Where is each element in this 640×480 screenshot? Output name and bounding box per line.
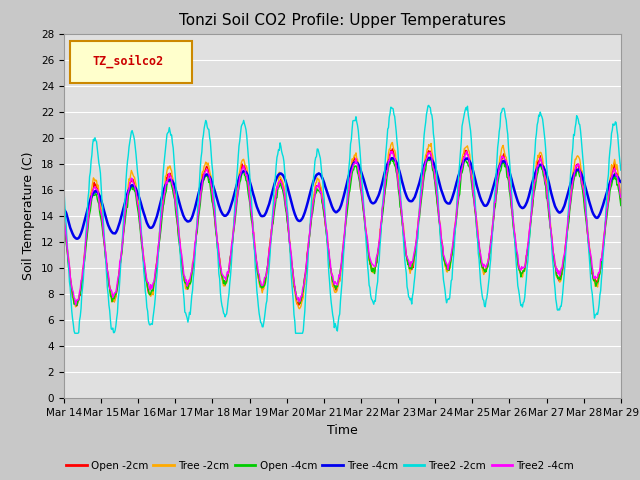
Text: TZ_soilco2: TZ_soilco2 — [92, 54, 164, 68]
Y-axis label: Soil Temperature (C): Soil Temperature (C) — [22, 152, 35, 280]
FancyBboxPatch shape — [70, 41, 192, 83]
Title: Tonzi Soil CO2 Profile: Upper Temperatures: Tonzi Soil CO2 Profile: Upper Temperatur… — [179, 13, 506, 28]
X-axis label: Time: Time — [327, 424, 358, 437]
Legend: Open -2cm, Tree -2cm, Open -4cm, Tree -4cm, Tree2 -2cm, Tree2 -4cm: Open -2cm, Tree -2cm, Open -4cm, Tree -4… — [61, 456, 579, 475]
